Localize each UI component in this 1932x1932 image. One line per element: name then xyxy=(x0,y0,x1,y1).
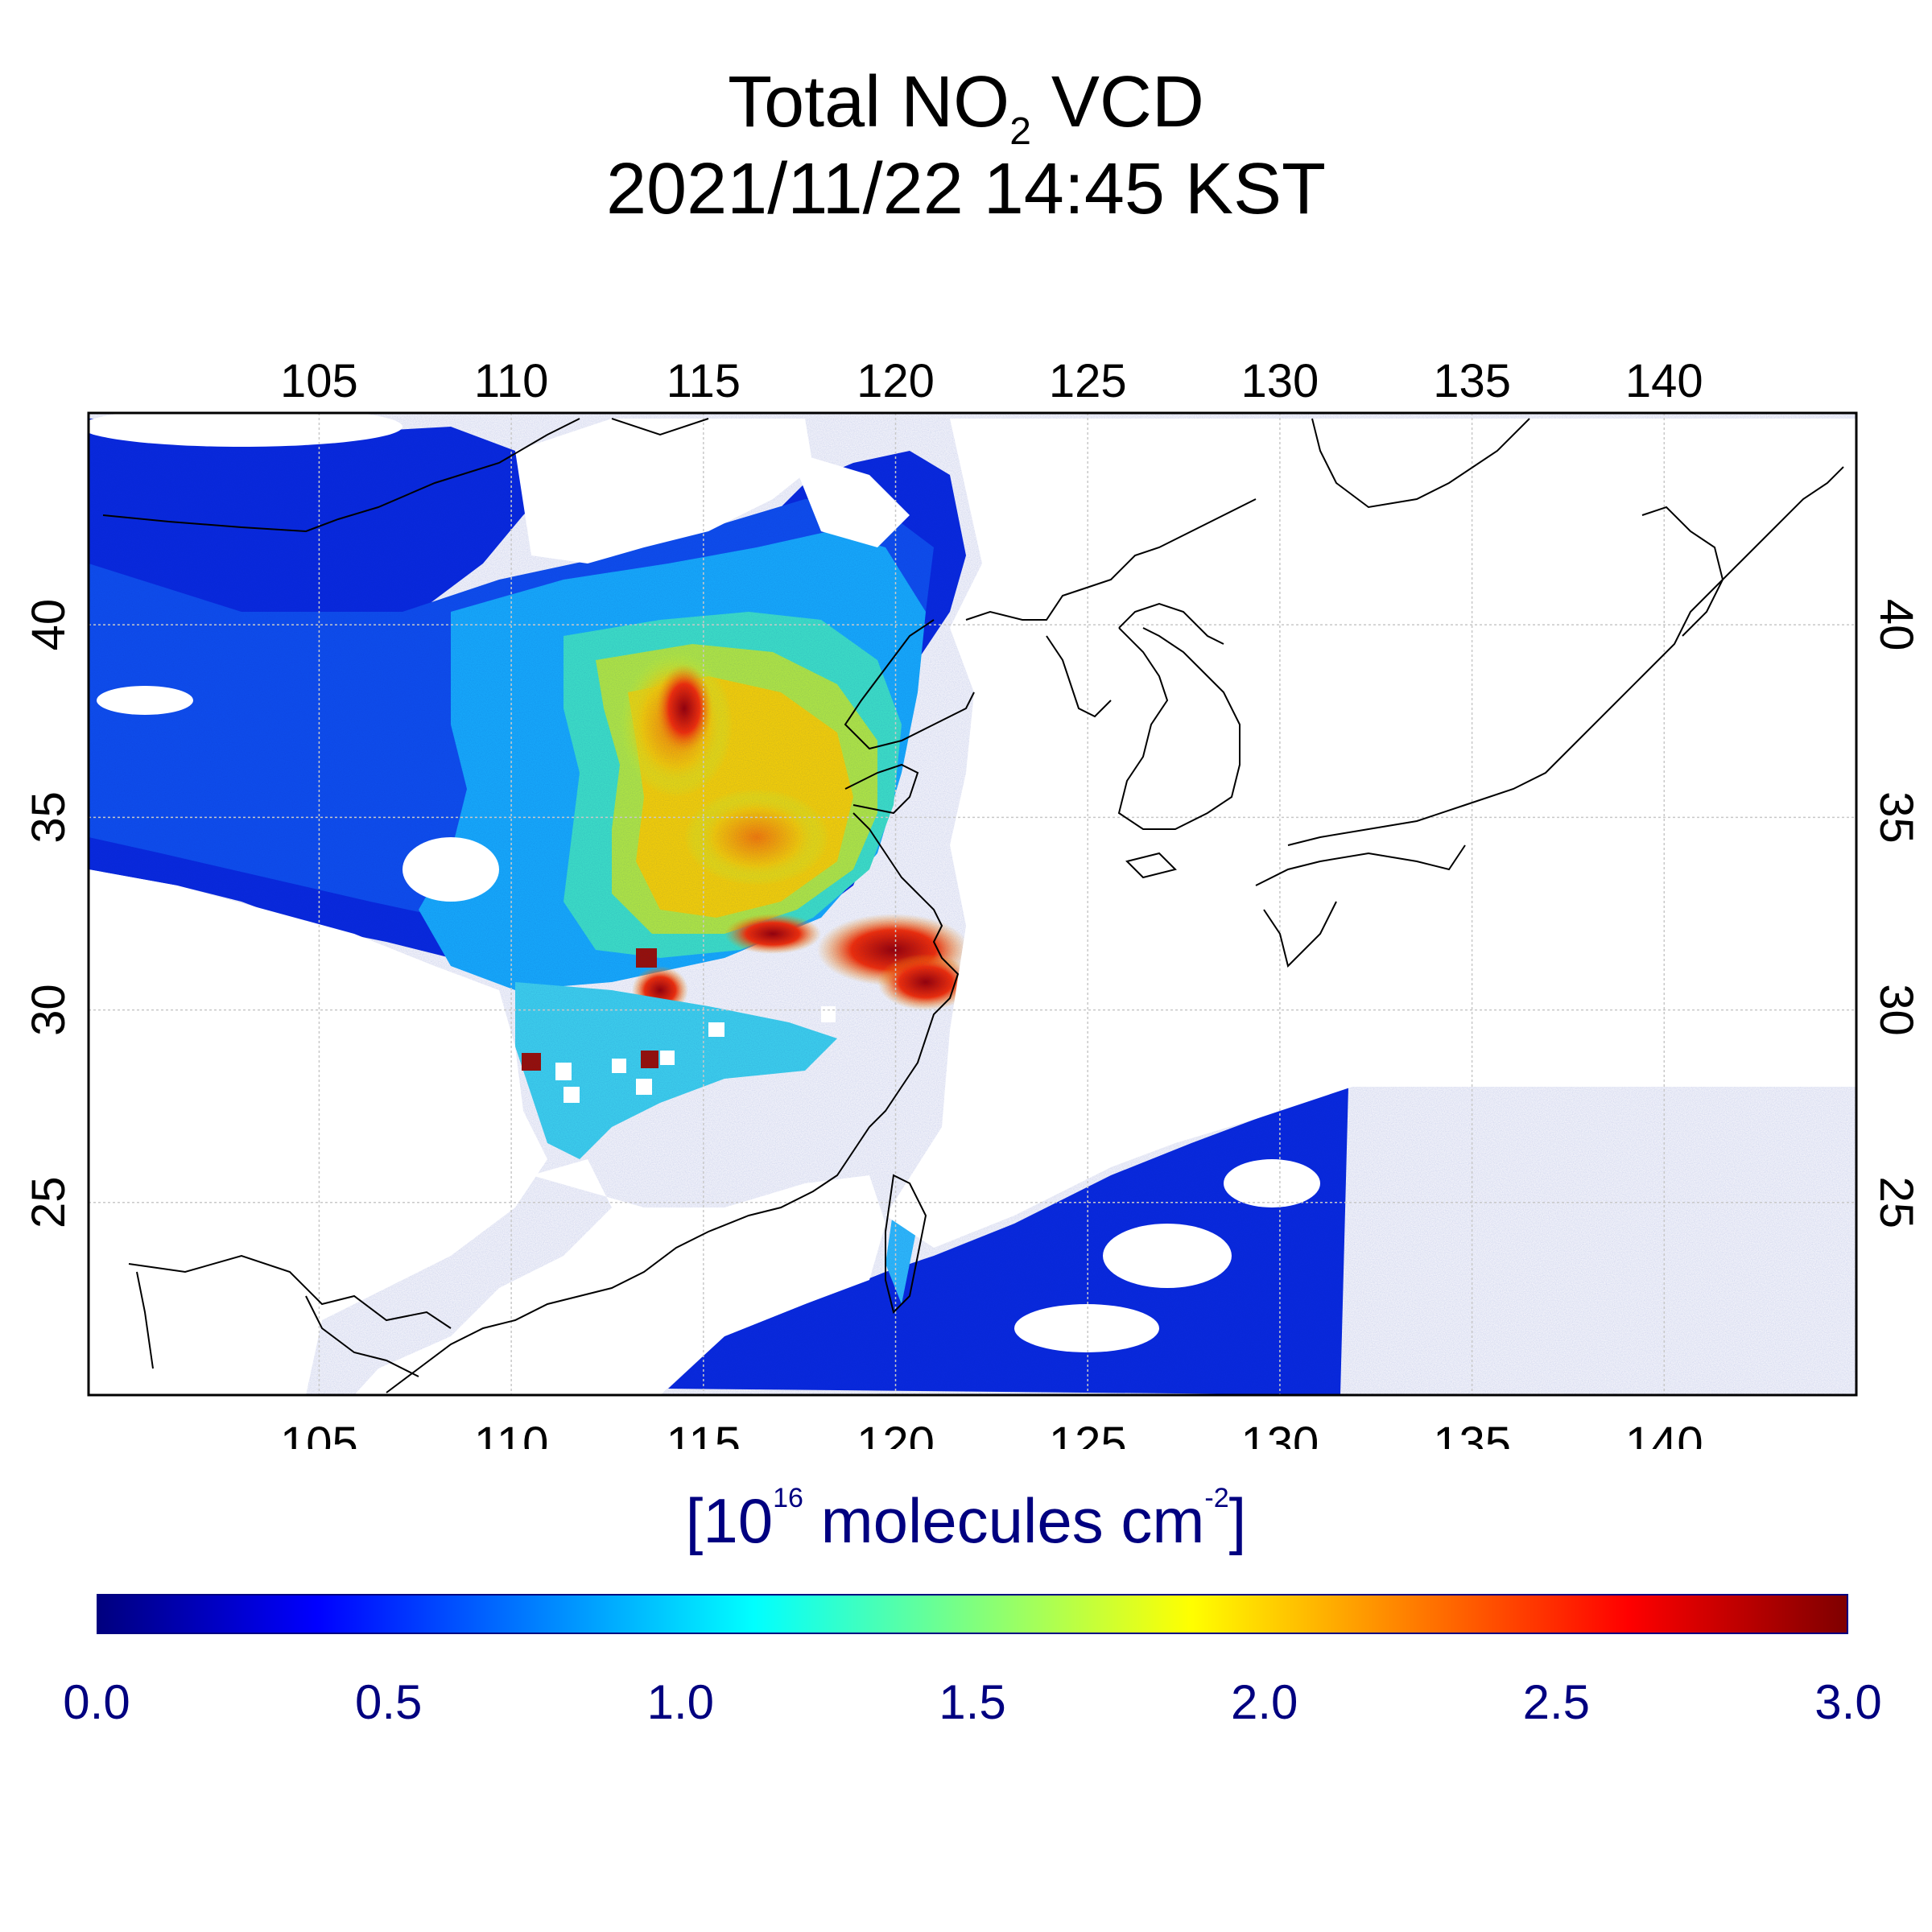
lat-tick-right-40: 40 xyxy=(1870,599,1922,651)
map-title: Total NO2 VCD xyxy=(0,66,1932,151)
title-suffix: VCD xyxy=(1030,62,1204,142)
unit-prefix: [10 xyxy=(685,1485,774,1556)
lat-tick-right-30: 30 xyxy=(1870,984,1922,1036)
colorbar-label-6: 3.0 xyxy=(1814,1675,1882,1729)
lon-tick-bottom-110: 110 xyxy=(474,1418,548,1449)
lon-tick-bottom-105: 105 xyxy=(280,1418,358,1449)
lon-tick-top-125: 125 xyxy=(1049,355,1127,407)
lon-tick-top-115: 115 xyxy=(667,355,741,407)
unit-exponent: 16 xyxy=(773,1483,803,1513)
map-timestamp: 2021/11/22 14:45 KST xyxy=(605,149,1327,229)
axis-ticks: 105 105 110 110 115 115 120 120 125 125 130 130 135 1… xyxy=(23,355,1922,1449)
no2-map: 105 105 110 110 115 115 120 120 125 125 130 130 135 1… xyxy=(23,355,1922,1449)
lon-tick-bottom-140: 140 xyxy=(1625,1418,1703,1449)
lat-tick-left-35: 35 xyxy=(23,791,75,844)
lon-tick-bottom-125: 125 xyxy=(1049,1418,1127,1449)
colorbar-unit: [1016 molecules cm-2] xyxy=(0,1484,1932,1552)
lon-tick-bottom-135: 135 xyxy=(1433,1418,1511,1449)
colorbar-label-1: 0.5 xyxy=(354,1675,423,1729)
map-frame xyxy=(87,411,1858,1397)
title-prefix: Total NO xyxy=(728,62,1010,142)
colorbar-label-5: 2.5 xyxy=(1522,1675,1591,1729)
lat-tick-right-35: 35 xyxy=(1870,791,1922,844)
lon-tick-top-105: 105 xyxy=(280,355,358,407)
colorbar-label-4: 2.0 xyxy=(1230,1675,1298,1729)
lon-tick-bottom-120: 120 xyxy=(857,1418,935,1449)
lon-tick-top-140: 140 xyxy=(1625,355,1703,407)
lat-tick-left-40: 40 xyxy=(23,599,75,651)
unit-middle: molecules cm xyxy=(803,1485,1205,1556)
colorbar-label-2: 1.0 xyxy=(646,1675,715,1729)
lon-tick-bottom-130: 130 xyxy=(1241,1418,1319,1449)
colorbar xyxy=(97,1594,1848,1634)
lon-tick-top-130: 130 xyxy=(1241,355,1319,407)
colorbar-label-3: 1.5 xyxy=(939,1675,1006,1729)
coastlines xyxy=(102,418,1844,1393)
lat-lon-grid xyxy=(89,413,1856,1395)
colorbar-label-0: 0.0 xyxy=(63,1675,130,1729)
unit-suffix: ] xyxy=(1228,1485,1247,1556)
lon-tick-top-120: 120 xyxy=(857,355,935,407)
lat-tick-right-25: 25 xyxy=(1870,1177,1922,1229)
lat-tick-left-30: 30 xyxy=(23,984,75,1036)
lon-tick-bottom-115: 115 xyxy=(667,1418,741,1449)
title-subscript: 2 xyxy=(1009,110,1031,153)
missing-data-mask xyxy=(89,413,1856,1395)
lon-tick-top-110: 110 xyxy=(474,355,548,407)
lat-tick-left-25: 25 xyxy=(23,1177,75,1229)
lon-tick-top-135: 135 xyxy=(1433,355,1511,407)
unit-exponent-2: -2 xyxy=(1204,1483,1229,1513)
